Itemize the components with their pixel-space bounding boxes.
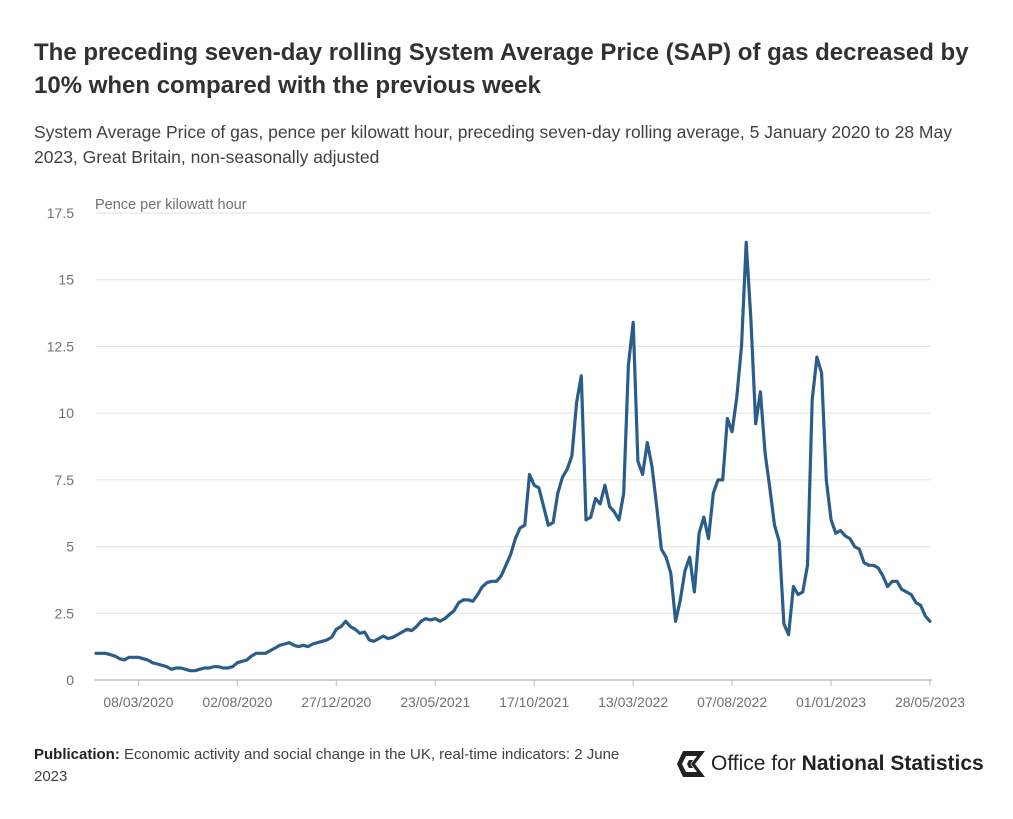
x-tick-label: 08/03/2020: [103, 694, 173, 710]
chart-title: The preceding seven-day rolling System A…: [34, 39, 969, 99]
x-axis-ticks: 08/03/2020 02/08/2020 27/12/2020 23/05/2021…: [103, 680, 965, 710]
publication-label: Publication:: [34, 746, 120, 763]
ons-logo[interactable]: Office for National Statistics: [677, 748, 984, 780]
y-tick-label: 0: [66, 672, 74, 688]
x-tick-label: 27/12/2020: [301, 694, 371, 710]
gridlines: [96, 212, 930, 614]
x-tick-label: 07/08/2022: [697, 694, 767, 710]
y-axis-ticks: 0 2.5 5 7.5 10 12.5 15 17.5: [47, 205, 74, 688]
x-tick-label: 01/01/2023: [796, 694, 866, 710]
line-chart: 0 2.5 5 7.5 10 12.5 15 17.5 Pence per kilowatt …: [47, 197, 965, 710]
x-tick-label: 23/05/2021: [400, 694, 470, 710]
y-tick-label: 12.5: [47, 338, 74, 354]
chart-subtitle: System Average Price of gas, pence per k…: [34, 122, 952, 167]
ons-logo-text: Office for National Statistics: [711, 752, 984, 776]
y-tick-label: 7.5: [55, 472, 75, 488]
y-tick-label: 17.5: [47, 205, 74, 221]
publication-text: Economic activity and social change in t…: [34, 746, 620, 785]
x-tick-label: 28/05/2023: [895, 694, 965, 710]
y-tick-label: 2.5: [55, 605, 75, 621]
publication-note: Publication: Economic activity and socia…: [34, 744, 654, 788]
y-tick-label: 5: [66, 539, 74, 555]
ons-logo-icon: [677, 751, 705, 777]
y-tick-label: 10: [58, 405, 74, 421]
x-tick-label: 17/10/2021: [499, 694, 569, 710]
y-axis-label: Pence per kilowatt hour: [95, 197, 247, 213]
x-tick-label: 02/08/2020: [202, 694, 272, 710]
logo-strong: National Statistics: [801, 752, 984, 775]
x-tick-label: 13/03/2022: [598, 694, 668, 710]
logo-prefix: Office for: [711, 752, 796, 775]
series-line-sap: [94, 240, 932, 673]
y-tick-label: 15: [58, 272, 74, 288]
